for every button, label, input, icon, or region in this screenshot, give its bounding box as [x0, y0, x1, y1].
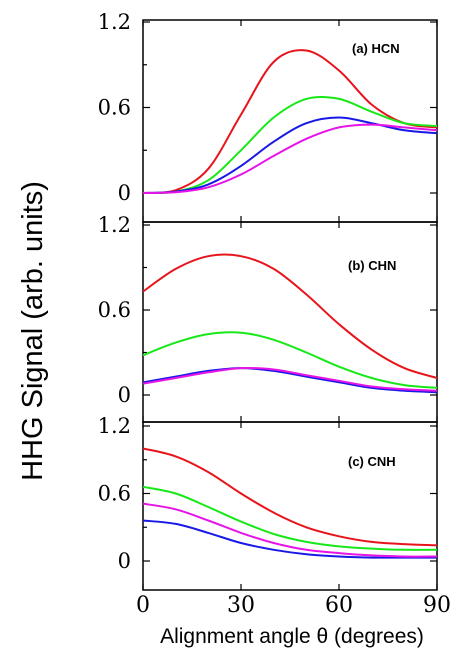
y-axis-label: HHG Signal (arb. units) [17, 181, 49, 481]
series-line-3 [142, 367, 438, 394]
panel-frame [142, 421, 438, 591]
series-line-4 [142, 502, 438, 558]
panel-a: 0 0.6 1.2 (a) HCN [98, 10, 438, 223]
y-tick-label: 0 [118, 549, 131, 573]
series-line-2 [142, 95, 438, 195]
y-tick-label: 0.6 [98, 298, 131, 322]
panel-b: 0 0.6 1.2 (b) CHN [98, 213, 438, 423]
x-tick-labels: 0 30 60 90 [136, 593, 451, 618]
series-line-2 [142, 331, 438, 389]
panel-label: (c) CNH [348, 454, 396, 469]
series-line-4 [142, 366, 438, 392]
x-tick-label: 30 [227, 593, 255, 618]
panel-frame [142, 221, 438, 423]
y-tick-label: 0.6 [98, 482, 131, 506]
y-tick-label: 1.2 [98, 10, 131, 34]
series-line-1 [142, 253, 438, 379]
panels: 0 0.6 1.2 (a) HCN 0 0.6 1.2 (b) CHN 0 0.6 1.2 (c) C… [98, 10, 451, 618]
y-tick-label: 0 [118, 181, 131, 205]
series-line-3 [142, 116, 438, 194]
x-tick-label: 90 [423, 593, 451, 618]
x-axis-label: Alignment angle θ (degrees) [160, 625, 424, 648]
y-tick-label: 1.2 [98, 414, 131, 438]
y-tick-label: 0 [118, 383, 131, 407]
panel-label: (a) HCN [352, 41, 400, 56]
series-line-1 [142, 447, 438, 547]
x-tick-label: 60 [325, 593, 353, 618]
series-line-4 [142, 123, 438, 194]
y-tick-label: 1.2 [98, 213, 131, 237]
series-line-3 [142, 519, 437, 559]
y-tick-label: 0.6 [98, 96, 131, 120]
series-line-2 [142, 485, 438, 551]
series-line-1 [142, 49, 438, 194]
panel-label: (b) CHN [348, 258, 396, 273]
x-tick-label: 0 [136, 593, 150, 618]
panel-c: 0 0.6 1.2 (c) CNH [98, 414, 438, 591]
